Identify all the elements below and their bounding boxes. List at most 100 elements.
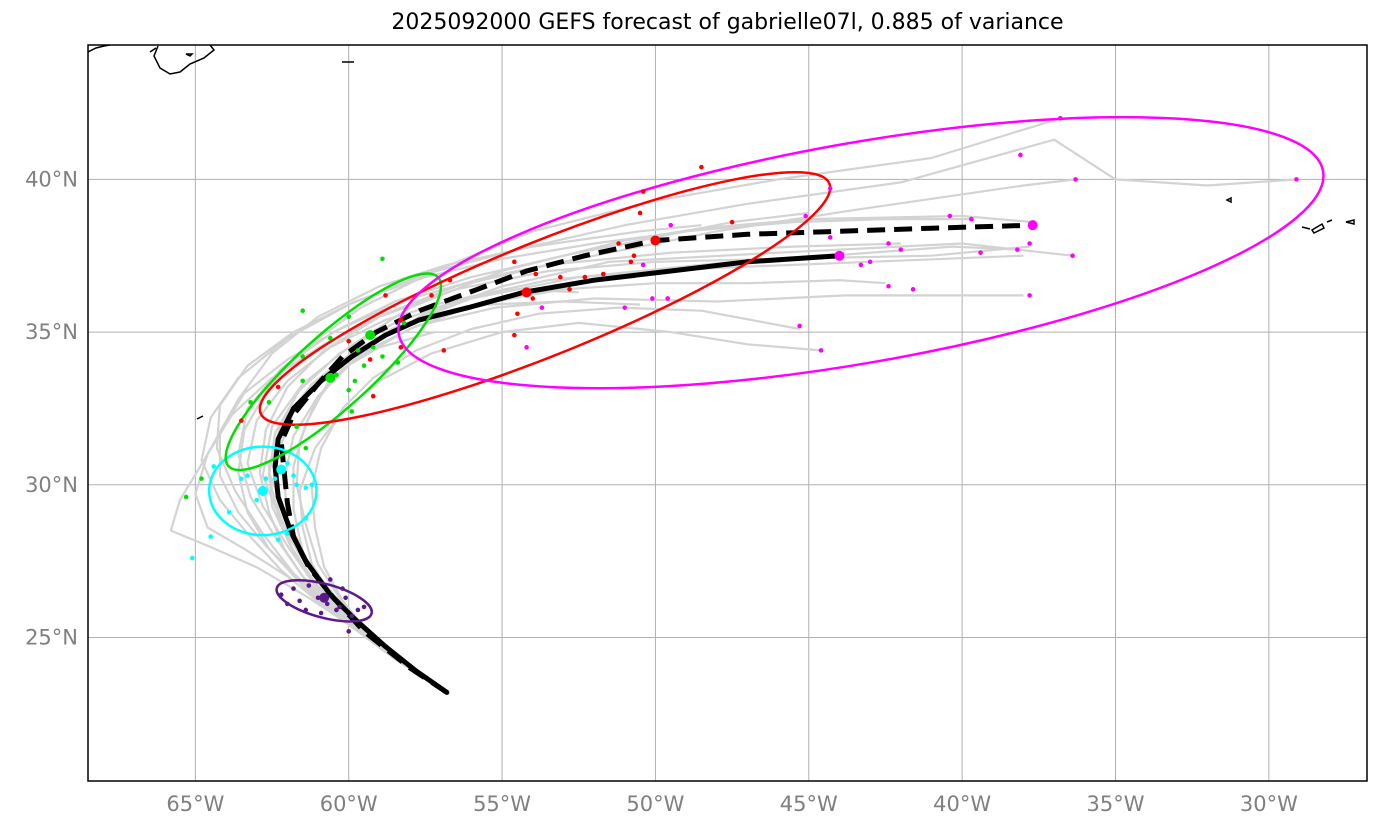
- ensemble-point: [1057, 115, 1063, 121]
- x-tick-label: 65°W: [166, 792, 224, 816]
- ensemble-point: [303, 516, 309, 521]
- ensemble-point: [827, 235, 833, 240]
- ensemble-point: [699, 164, 704, 170]
- ensemble-point: [297, 598, 302, 604]
- ensemble-point: [324, 601, 330, 607]
- ensemble-point: [275, 537, 281, 543]
- ensemble-track: [267, 242, 1073, 694]
- mean-point: [1027, 220, 1038, 231]
- ensemble-point: [272, 476, 278, 481]
- ensemble-point: [303, 445, 309, 451]
- ensemble-point: [640, 189, 646, 194]
- x-tick-label: 35°W: [1086, 792, 1144, 816]
- ensemble-point: [380, 354, 385, 359]
- ensemble-point: [208, 534, 213, 539]
- ensemble-point: [600, 271, 606, 277]
- ensemble-point: [886, 241, 891, 246]
- ensemble-point: [245, 473, 250, 478]
- ensemble-point: [346, 387, 352, 393]
- ensemble-point: [315, 595, 321, 601]
- ensemble-point: [239, 476, 244, 481]
- coastline-azores-1: [1225, 196, 1232, 204]
- ensemble-point: [266, 400, 272, 405]
- ensemble-point: [291, 473, 296, 478]
- ensemble-point: [803, 213, 809, 219]
- ensemble-point: [650, 296, 655, 301]
- ensemble-point: [361, 604, 367, 610]
- ensemble-point: [349, 613, 355, 619]
- coastline-azores-4: [1326, 219, 1333, 223]
- mean-point: [521, 287, 532, 298]
- ensemble-track: [218, 211, 809, 694]
- coastline-newfoundland: [153, 45, 216, 75]
- ensemble-track: [215, 218, 975, 694]
- ensemble-point: [355, 607, 361, 613]
- x-tick-label: 40°W: [933, 792, 991, 816]
- ensemble-point: [285, 461, 290, 466]
- ensemble-point: [797, 323, 802, 329]
- ensemble-point: [512, 259, 517, 265]
- uncertainty-ellipse: [397, 115, 1325, 390]
- ensemble-point: [199, 476, 204, 481]
- ensemble-point: [533, 271, 539, 277]
- ensemble-point: [398, 317, 404, 323]
- ensemble-track: [237, 117, 1061, 694]
- ensemble-point: [300, 354, 306, 359]
- ensemble-point: [278, 592, 284, 598]
- ensemble-point: [1070, 253, 1075, 259]
- ensemble-points: [183, 115, 1299, 634]
- ensemble-point: [898, 247, 904, 252]
- ensemble-point: [352, 378, 358, 384]
- ensemble-point: [189, 555, 195, 561]
- ensemble-point: [349, 409, 355, 414]
- y-tick-label: 30°N: [25, 473, 78, 497]
- ensemble-point: [1027, 293, 1032, 298]
- y-tick-label: 25°N: [25, 625, 78, 649]
- ensemble-point: [1015, 247, 1020, 252]
- ensemble-point: [355, 348, 361, 353]
- ensemble-point: [340, 586, 345, 591]
- ensemble-point: [239, 418, 244, 423]
- uncertainty-ellipses: [207, 115, 1325, 623]
- axis-ticks: 65°W 60°W 55°W 50°W 45°W 40°W 35°W 30°W 25°N 30°N…: [25, 167, 1298, 816]
- ensemble-point: [401, 320, 407, 326]
- coastlines: [88, 45, 1355, 420]
- coastline-azores-2: [1301, 226, 1311, 230]
- ensemble-point: [285, 601, 290, 607]
- mean-point: [319, 592, 330, 603]
- ensemble-point: [969, 216, 974, 222]
- ensemble-point: [665, 296, 670, 301]
- ensemble-point: [291, 586, 296, 591]
- ensemble-point: [306, 583, 312, 588]
- ensemble-track: [200, 138, 1297, 694]
- x-tick-label: 45°W: [780, 792, 838, 816]
- ensemble-point: [183, 494, 189, 500]
- y-tick-label: 35°N: [25, 320, 78, 344]
- ensemble-point: [346, 629, 352, 634]
- ensemble-point: [370, 345, 376, 350]
- ensemble-point: [294, 424, 299, 430]
- ensemble-point: [947, 213, 953, 219]
- uncertainty-ellipse: [275, 578, 374, 623]
- ensemble-track: [310, 306, 800, 694]
- ensemble-point: [429, 293, 434, 298]
- ensemble-point: [226, 509, 232, 515]
- ensemble-point: [343, 595, 348, 601]
- ensemble-point: [622, 305, 628, 310]
- ensemble-point: [367, 357, 373, 362]
- ensemble-point: [530, 296, 536, 301]
- uncertainty-ellipse: [207, 445, 318, 537]
- ensemble-point: [582, 274, 588, 280]
- ensemble-point: [346, 314, 352, 320]
- plot-frame: [87, 44, 1368, 782]
- ensemble-point: [334, 607, 339, 613]
- ensemble-point: [383, 293, 388, 298]
- ensemble-point: [616, 241, 621, 246]
- ensemble-point: [640, 262, 646, 268]
- ensemble-point: [380, 256, 385, 262]
- coastline-azores-3: [1310, 222, 1326, 234]
- ensemble-point: [524, 345, 529, 350]
- coastline-sable-island: [185, 53, 194, 57]
- ensemble-point: [1294, 177, 1299, 182]
